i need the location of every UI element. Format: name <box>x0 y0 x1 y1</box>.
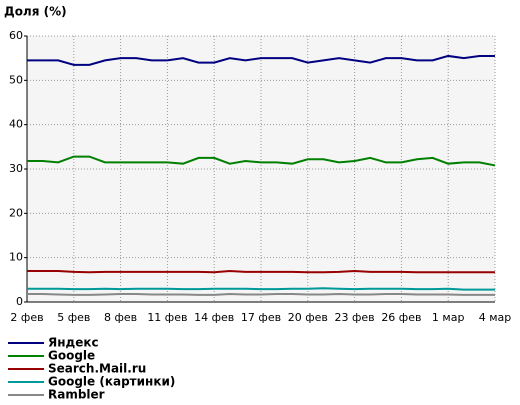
legend-label: Яндекс <box>48 336 99 350</box>
y-tick-label: 60 <box>9 29 23 42</box>
x-tick-label: 4 мар <box>479 311 512 324</box>
legend-label: Google <box>48 349 95 363</box>
y-tick-label: 30 <box>9 162 23 175</box>
y-tick-label: 10 <box>9 251 23 264</box>
x-tick-label: 11 фев <box>147 311 187 324</box>
x-tick-label: 17 фев <box>241 311 281 324</box>
series-line <box>27 54 495 66</box>
x-tick-label: 2 фев <box>10 311 43 324</box>
y-tick-label: 20 <box>9 206 23 219</box>
series-line <box>27 155 496 167</box>
x-tick-label: 14 фев <box>194 311 234 324</box>
legend-label: Rambler <box>48 388 105 402</box>
chart-title: Доля (%) <box>4 5 67 19</box>
x-tick-label: 26 фев <box>381 311 421 324</box>
y-tick-label: 50 <box>9 73 23 86</box>
x-tick-label: 20 фев <box>288 311 328 324</box>
x-tick-label: 5 фев <box>57 311 90 324</box>
y-tick-label: 0 <box>16 295 23 308</box>
x-tick-label: 1 мар <box>432 311 465 324</box>
series-line <box>27 293 495 296</box>
legend-label: Google (картинки) <box>48 375 175 389</box>
x-tick-label: 23 фев <box>335 311 375 324</box>
series-line <box>27 269 495 274</box>
y-tick-label: 40 <box>9 118 23 131</box>
x-tick-label: 8 фев <box>104 311 137 324</box>
series-line <box>27 287 495 291</box>
legend-label: Search.Mail.ru <box>48 362 146 376</box>
